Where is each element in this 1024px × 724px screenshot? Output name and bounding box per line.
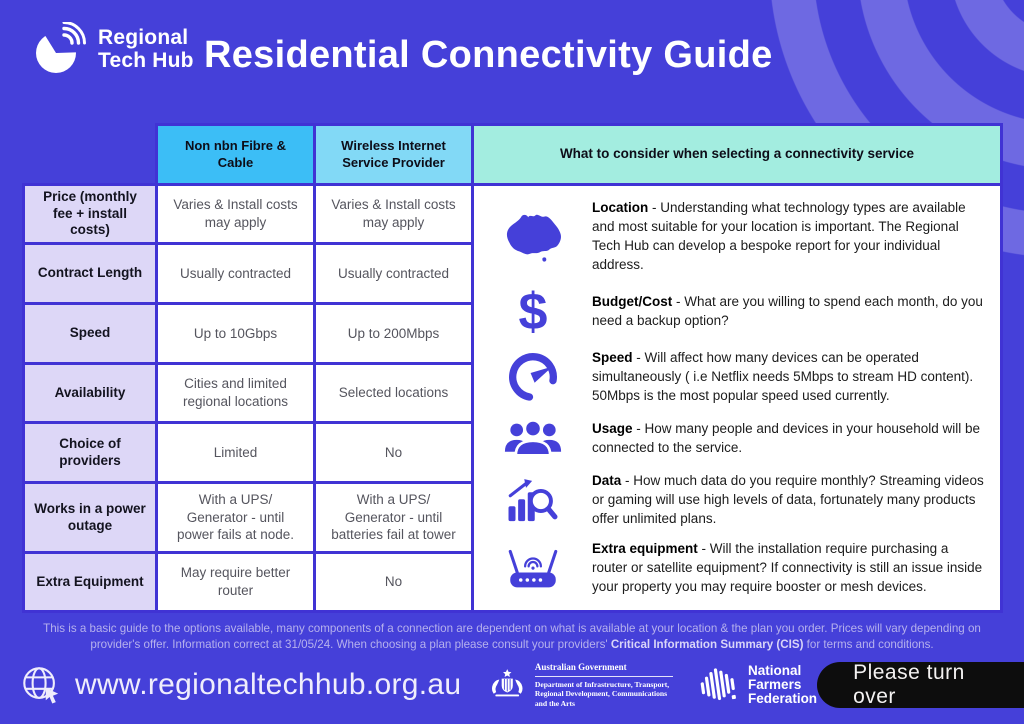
row-label-choice: Choice of providers	[22, 421, 158, 484]
footer-bar: www.regionaltechhub.org.au Australian Go…	[0, 656, 1024, 714]
gov-dept-line1: Department of Infrastructure, Transport,	[534, 679, 670, 689]
australian-government-logo: Australian Government Department of Infr…	[489, 662, 674, 709]
consideration-text: - How much data do you require monthly? …	[592, 473, 984, 527]
regional-tech-hub-logo: Regional Tech Hub	[30, 22, 194, 78]
dollar-icon: $	[518, 282, 548, 341]
cell-contract-wisp: Usually contracted	[313, 242, 474, 305]
consideration-term: Budget/Cost	[592, 293, 673, 309]
row-label-power-outage: Works in a power outage	[22, 481, 158, 554]
satellite-dish-icon	[36, 22, 86, 73]
disclaimer-post: for terms and conditions.	[803, 637, 934, 651]
cell-availability-wisp: Selected locations	[313, 362, 474, 424]
disclaimer-text: This is a basic guide to the options ava…	[22, 621, 1002, 652]
cell-price-wisp: Varies & Install costs may apply	[313, 183, 474, 245]
nff-line3: Federation	[748, 691, 818, 707]
consideration-term: Speed	[592, 350, 633, 366]
column-header-non-nbn: Non nbn Fibre & Cable	[155, 123, 316, 186]
table-row: Speed Up to 10Gbps Up to 200Mbps	[22, 302, 1002, 365]
logo-line1: Regional	[98, 26, 189, 50]
data-chart-icon	[474, 476, 592, 526]
considerations-list: Location - Understanding what technology…	[474, 186, 1000, 610]
cell-availability-non-nbn: Cities and limited regional locations	[155, 362, 316, 424]
logo-line2: Tech Hub	[98, 49, 194, 72]
consideration-budget: $ Budget/Cost - What are you willing to …	[474, 286, 1000, 338]
considerations-header: What to consider when selecting a connec…	[471, 123, 1003, 186]
consideration-extra-equipment: Extra equipment - Will the installation …	[474, 540, 1000, 597]
consideration-text: - Will the installation require purchasi…	[592, 541, 983, 595]
consideration-term: Data	[592, 473, 622, 489]
table-row: Works in a power outage With a UPS/ Gene…	[22, 481, 1002, 554]
consideration-term: Extra equipment	[592, 541, 698, 557]
table-row: Contract Length Usually contracted Usual…	[22, 242, 1002, 305]
nff-line2: Farmers	[748, 676, 802, 692]
considerations-panel: Location - Understanding what technology…	[471, 183, 1003, 613]
row-label-speed: Speed	[22, 302, 158, 365]
cell-price-non-nbn: Varies & Install costs may apply	[155, 183, 316, 245]
consideration-usage: Usage - How many people and devices in y…	[474, 417, 1000, 461]
people-group-icon	[474, 417, 592, 461]
national-farmers-federation-logo: National Farmers Federation	[699, 662, 818, 707]
cell-power-wisp: With a UPS/ Generator - until batteries …	[313, 481, 474, 554]
nff-bars-icon	[700, 668, 736, 701]
globe-cursor-icon	[23, 667, 59, 704]
consideration-text: - Understanding what technology types ar…	[592, 200, 966, 272]
australia-map-icon	[474, 210, 592, 264]
comparison-table: Non nbn Fibre & Cable Wireless Internet …	[22, 123, 1003, 613]
website-url[interactable]: www.regionaltechhub.org.au	[75, 668, 462, 701]
gov-dept-line2: Regional Development, Communications and…	[534, 689, 668, 708]
please-turn-over-button[interactable]: Please turn over	[817, 661, 1024, 708]
disclaimer-bold: Critical Information Summary (CIS)	[610, 637, 804, 651]
router-icon	[474, 544, 592, 594]
consideration-term: Usage	[592, 421, 633, 437]
cell-power-non-nbn: With a UPS/ Generator - until power fail…	[155, 481, 316, 554]
table-row: Price (monthly fee + install costs) Vari…	[22, 183, 1003, 613]
consideration-text: - Will affect how many devices can be op…	[592, 350, 974, 403]
cell-speed-non-nbn: Up to 10Gbps	[155, 302, 316, 365]
coat-of-arms-icon	[492, 669, 523, 697]
disclaimer-pre: This is a basic guide to the options ava…	[43, 622, 981, 651]
website-link[interactable]: www.regionaltechhub.org.au	[20, 664, 461, 706]
row-label-availability: Availability	[22, 362, 158, 424]
table-row: Extra Equipment May require better route…	[22, 551, 1002, 613]
row-label-price: Price (monthly fee + install costs)	[22, 183, 158, 245]
cell-extra-wisp: No	[313, 551, 474, 613]
nff-line1: National	[748, 662, 802, 678]
speedometer-icon	[474, 351, 592, 403]
table-row: Choice of providers Limited No	[22, 421, 1002, 484]
page-title: Residential Connectivity Guide	[204, 34, 773, 76]
consideration-text: - How many people and devices in your ho…	[592, 421, 980, 456]
consideration-text: - What are you willing to spend each mon…	[592, 293, 983, 328]
cell-extra-non-nbn: May require better router	[155, 551, 316, 613]
consideration-speed: Speed - Will affect how many devices can…	[474, 349, 1000, 406]
table-corner-spacer	[24, 125, 157, 185]
cell-choice-wisp: No	[313, 421, 474, 484]
table-row: Availability Cities and limited regional…	[22, 362, 1002, 424]
column-header-wisp: Wireless Internet Service Provider	[313, 123, 474, 186]
cell-speed-wisp: Up to 200Mbps	[313, 302, 474, 365]
row-label-contract: Contract Length	[22, 242, 158, 305]
consideration-location: Location - Understanding what technology…	[474, 199, 1000, 275]
gov-title: Australian Government	[534, 662, 674, 677]
consideration-data: Data - How much data do you require mont…	[474, 472, 1000, 529]
cell-contract-non-nbn: Usually contracted	[155, 242, 316, 305]
consideration-term: Location	[592, 200, 649, 215]
row-label-extra-equipment: Extra Equipment	[22, 551, 158, 613]
cell-choice-non-nbn: Limited	[155, 421, 316, 484]
